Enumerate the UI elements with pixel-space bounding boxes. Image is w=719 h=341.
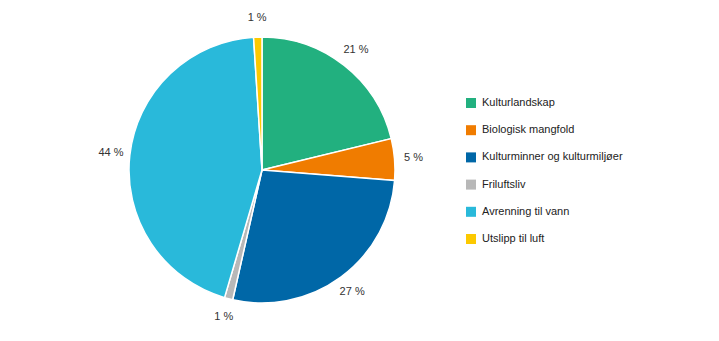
legend-label: Biologisk mangfold <box>482 123 574 135</box>
legend-label: Kulturlandskap <box>482 96 555 108</box>
data-label: 44 % <box>98 146 123 158</box>
data-label: 1 % <box>214 310 233 322</box>
legend-item: Kulturminner og kulturmiljøer <box>466 150 623 162</box>
legend-label: Avrenning til vann <box>482 205 569 217</box>
legend-item: Biologisk mangfold <box>466 123 574 135</box>
legend-item: Friluftsliv <box>466 178 526 190</box>
pie <box>129 37 395 303</box>
legend-swatch <box>466 152 476 162</box>
data-label: 1 % <box>248 11 267 23</box>
legend-swatch <box>466 207 476 217</box>
data-label: 21 % <box>343 43 368 55</box>
legend-swatch <box>466 98 476 108</box>
legend-swatch <box>466 180 476 190</box>
legend: Kulturlandskap Biologisk mangfold Kulturmi… <box>466 96 623 244</box>
legend-label: Utslipp til luft <box>482 232 544 244</box>
legend-item: Kulturlandskap <box>466 96 555 108</box>
legend-label: Friluftsliv <box>482 178 526 190</box>
legend-label: Kulturminner og kulturmiljøer <box>482 150 623 162</box>
pie-slice <box>129 37 262 297</box>
legend-swatch <box>466 234 476 244</box>
data-label: 27 % <box>340 285 365 297</box>
data-labels: 21 % 5 % 27 % 1 % 44 % 1 % <box>98 11 423 322</box>
legend-item: Utslipp til luft <box>466 232 544 244</box>
legend-swatch <box>466 125 476 135</box>
chart: 21 % 5 % 27 % 1 % 44 % 1 % Kulturlandskap Biolo… <box>0 0 719 341</box>
data-label: 5 % <box>404 151 423 163</box>
legend-item: Avrenning til vann <box>466 205 569 217</box>
pie-slice <box>254 37 262 170</box>
